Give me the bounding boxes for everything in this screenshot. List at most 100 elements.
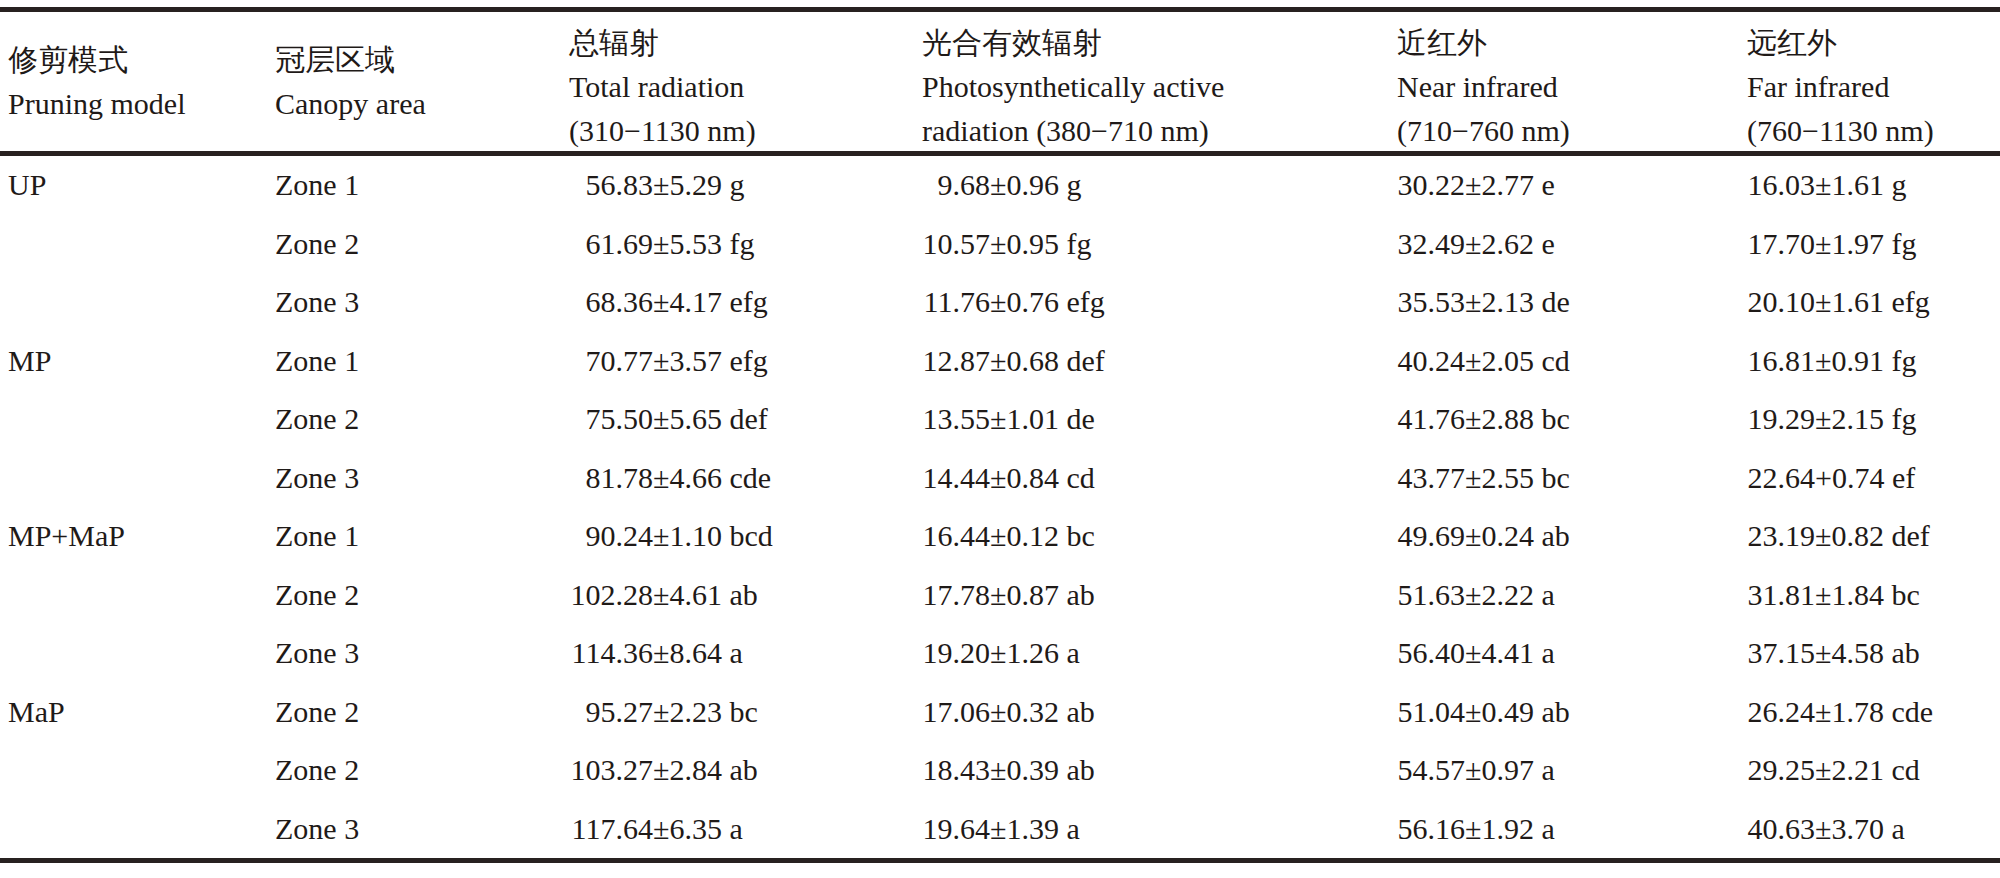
par-cell-mean: 17.78 [922, 578, 990, 612]
far-infrared-cell: 23.19±0.82 def [1747, 519, 1992, 553]
far-infrared-cell: 20.10±1.61 efg [1747, 285, 1992, 319]
far-infrared-cell-mean: 16.03 [1747, 168, 1815, 202]
total-radiation-cell-mean: 68.36 [569, 285, 653, 319]
par-cell-mean: 11.76 [922, 285, 990, 319]
par-cell: 13.55±1.01 de [922, 402, 1397, 436]
total-radiation-cell-mean: 75.50 [569, 402, 653, 436]
far-infrared-cell-sd: ±0.91 fg [1815, 344, 1916, 377]
far-infrared-cell: 17.70±1.97 fg [1747, 227, 1992, 261]
near-infrared-cell: 41.76±2.88 bc [1397, 402, 1747, 436]
header-far-infrared: 远红外 Far infrared (760−1130 nm) [1747, 12, 1992, 151]
near-infrared-cell-mean: 51.63 [1397, 578, 1465, 612]
far-infrared-cell-sd: ±2.15 fg [1815, 402, 1916, 435]
total-radiation-cell-mean: 61.69 [569, 227, 653, 261]
canopy-area-cell: Zone 2 [275, 227, 569, 261]
par-cell-mean: 17.06 [922, 695, 990, 729]
header-par-zh: 光合有效辐射 [922, 21, 1397, 65]
far-infrared-cell: 40.63±3.70 a [1747, 812, 1992, 846]
near-infrared-cell-mean: 56.40 [1397, 636, 1465, 670]
near-infrared-cell-sd: ±2.88 bc [1465, 402, 1570, 435]
header-far-infrared-range: (760−1130 nm) [1747, 109, 1992, 153]
far-infrared-cell: 22.64+0.74 ef [1747, 461, 1992, 495]
far-infrared-cell-sd: ±4.58 ab [1815, 636, 1920, 669]
total-radiation-cell-mean: 103.27 [569, 753, 653, 787]
par-cell: 10.57±0.95 fg [922, 227, 1397, 261]
near-infrared-cell-mean: 51.04 [1397, 695, 1465, 729]
near-infrared-cell-sd: ±2.13 de [1465, 285, 1570, 318]
pruning-model-cell: MP+MaP [0, 519, 275, 553]
header-pruning-model-zh: 修剪模式 [8, 38, 275, 82]
table-row: MPZone 170.77±3.57 efg12.87±0.68 def40.2… [0, 332, 2000, 391]
near-infrared-cell-mean: 54.57 [1397, 753, 1465, 787]
total-radiation-cell-sd: ±2.23 bc [653, 695, 758, 728]
far-infrared-cell-sd: ±1.97 fg [1815, 227, 1916, 260]
par-cell-sd: ±0.76 efg [990, 285, 1105, 318]
par-cell-sd: ±0.95 fg [990, 227, 1091, 260]
table-row: Zone 261.69±5.53 fg10.57±0.95 fg32.49±2.… [0, 215, 2000, 274]
canopy-area-cell: Zone 1 [275, 168, 569, 202]
near-infrared-cell-sd: ±2.05 cd [1465, 344, 1570, 377]
total-radiation-cell: 61.69±5.53 fg [569, 227, 922, 261]
pruning-model-cell: MaP [0, 695, 275, 729]
total-radiation-cell-sd: ±2.84 ab [653, 753, 758, 786]
total-radiation-cell-sd: ±5.53 fg [653, 227, 754, 260]
canopy-area-cell: Zone 2 [275, 578, 569, 612]
total-radiation-cell-mean: 56.83 [569, 168, 653, 202]
near-infrared-cell-mean: 49.69 [1397, 519, 1465, 553]
far-infrared-cell-sd: ±1.78 cde [1815, 695, 1933, 728]
par-cell-sd: ±0.87 ab [990, 578, 1095, 611]
far-infrared-cell-mean: 26.24 [1747, 695, 1815, 729]
canopy-area-cell: Zone 3 [275, 461, 569, 495]
par-cell-mean: 12.87 [922, 344, 990, 378]
par-cell: 17.06±0.32 ab [922, 695, 1397, 729]
header-pruning-model: 修剪模式 Pruning model [0, 12, 275, 151]
total-radiation-cell-sd: ±4.17 efg [653, 285, 768, 318]
table-row: Zone 381.78±4.66 cde14.44±0.84 cd43.77±2… [0, 449, 2000, 508]
far-infrared-cell-mean: 40.63 [1747, 812, 1815, 846]
near-infrared-cell: 54.57±0.97 a [1397, 753, 1747, 787]
header-near-infrared-zh: 近红外 [1397, 21, 1747, 65]
header-near-infrared: 近红外 Near infrared (710−760 nm) [1397, 12, 1747, 151]
far-infrared-cell-sd: ±3.70 a [1815, 812, 1905, 845]
par-cell: 9.68±0.96 g [922, 168, 1397, 202]
near-infrared-cell-sd: ±4.41 a [1465, 636, 1555, 669]
par-cell-sd: ±0.68 def [990, 344, 1105, 377]
table-row: Zone 2102.28±4.61 ab17.78±0.87 ab51.63±2… [0, 566, 2000, 625]
total-radiation-cell: 81.78±4.66 cde [569, 461, 922, 495]
far-infrared-cell-sd: ±2.21 cd [1815, 753, 1920, 786]
total-radiation-cell-mean: 114.36 [569, 636, 653, 670]
far-infrared-cell-mean: 29.25 [1747, 753, 1815, 787]
far-infrared-cell-sd: +0.74 ef [1815, 461, 1915, 494]
near-infrared-cell: 49.69±0.24 ab [1397, 519, 1747, 553]
total-radiation-cell: 75.50±5.65 def [569, 402, 922, 436]
par-cell-sd: ±1.26 a [990, 636, 1080, 669]
par-cell-sd: ±0.12 bc [990, 519, 1095, 552]
far-infrared-cell-mean: 17.70 [1747, 227, 1815, 261]
far-infrared-cell-sd: ±1.61 g [1815, 168, 1906, 201]
near-infrared-cell-sd: ±2.22 a [1465, 578, 1555, 611]
par-cell-mean: 13.55 [922, 402, 990, 436]
total-radiation-cell-sd: ±5.65 def [653, 402, 768, 435]
far-infrared-cell: 16.03±1.61 g [1747, 168, 1992, 202]
par-cell-mean: 19.20 [922, 636, 990, 670]
header-par-range: radiation (380−710 nm) [922, 109, 1397, 153]
near-infrared-cell: 43.77±2.55 bc [1397, 461, 1747, 495]
par-cell: 12.87±0.68 def [922, 344, 1397, 378]
near-infrared-cell: 56.40±4.41 a [1397, 636, 1747, 670]
header-par: 光合有效辐射 Photosynthetically active radiati… [922, 12, 1397, 151]
far-infrared-cell-mean: 16.81 [1747, 344, 1815, 378]
par-cell: 18.43±0.39 ab [922, 753, 1397, 787]
par-cell: 19.20±1.26 a [922, 636, 1397, 670]
total-radiation-cell-sd: ±8.64 a [653, 636, 743, 669]
header-far-infrared-en: Far infrared [1747, 65, 1992, 109]
far-infrared-cell-mean: 22.64 [1747, 461, 1815, 495]
header-total-radiation-en: Total radiation [569, 65, 922, 109]
total-radiation-cell: 117.64±6.35 a [569, 812, 922, 846]
par-cell-sd: ±1.01 de [990, 402, 1095, 435]
total-radiation-cell-sd: ±3.57 efg [653, 344, 768, 377]
far-infrared-cell-sd: ±0.82 def [1815, 519, 1930, 552]
near-infrared-cell-sd: ±2.55 bc [1465, 461, 1570, 494]
par-cell-sd: ±0.96 g [990, 168, 1081, 201]
table-row: Zone 3117.64±6.35 a19.64±1.39 a56.16±1.9… [0, 800, 2000, 859]
pruning-model-cell: MP [0, 344, 275, 378]
